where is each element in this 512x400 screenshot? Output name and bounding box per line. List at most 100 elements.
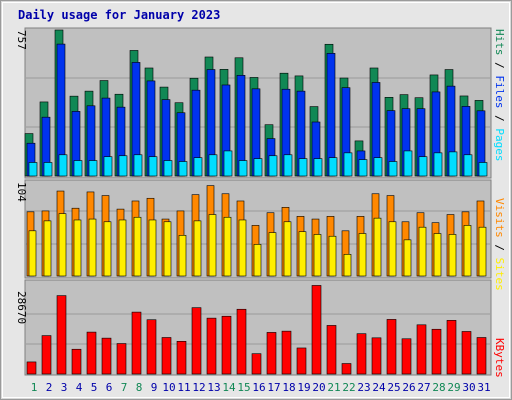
legend-pages: Pages bbox=[493, 128, 506, 161]
pages-bar bbox=[418, 156, 428, 177]
day-label: 5 bbox=[91, 381, 98, 394]
pages-bar bbox=[313, 158, 323, 177]
kbytes-max-label: 28670 bbox=[15, 291, 28, 324]
day-label: 31 bbox=[477, 381, 490, 394]
visits-max-label: 104 bbox=[15, 182, 28, 202]
sites-bar bbox=[163, 221, 172, 277]
legend-visits-sites: Visits / Sites bbox=[493, 198, 506, 291]
day-label: 6 bbox=[106, 381, 113, 394]
pages-bar bbox=[28, 162, 38, 177]
kbytes-bar bbox=[326, 325, 337, 375]
day-label: 13 bbox=[207, 381, 220, 394]
pages-bar bbox=[388, 161, 398, 177]
sites-bar bbox=[373, 217, 382, 277]
kbytes-bar bbox=[446, 320, 457, 375]
chart-title: Daily usage for January 2023 bbox=[18, 8, 220, 22]
sites-bar bbox=[43, 220, 52, 277]
day-label: 15 bbox=[237, 381, 250, 394]
pages-bar bbox=[88, 160, 98, 177]
day-label: 21 bbox=[327, 381, 340, 394]
pages-bar bbox=[463, 154, 473, 177]
kbytes-bar bbox=[266, 332, 277, 375]
pages-bar bbox=[178, 161, 188, 177]
pages-bar bbox=[238, 160, 248, 177]
sites-bar bbox=[478, 226, 487, 277]
kbytes-bar bbox=[176, 341, 187, 375]
day-label: 8 bbox=[136, 381, 143, 394]
day-label: 14 bbox=[222, 381, 236, 394]
kbytes-bar bbox=[281, 330, 292, 375]
pages-bar bbox=[148, 156, 158, 177]
pages-bar bbox=[133, 154, 143, 177]
pages-bar bbox=[73, 160, 83, 177]
sites-bar bbox=[328, 235, 337, 277]
legend-sep-2: / bbox=[493, 109, 506, 129]
sites-bar bbox=[58, 213, 67, 277]
pages-bar bbox=[268, 155, 278, 177]
day-label: 18 bbox=[282, 381, 295, 394]
kbytes-bar bbox=[431, 328, 442, 375]
kbytes-bar bbox=[191, 307, 202, 375]
kbytes-bar bbox=[26, 361, 37, 375]
pages-bar bbox=[328, 157, 338, 177]
day-label: 1 bbox=[31, 381, 38, 394]
sites-bar bbox=[238, 219, 247, 277]
sites-bar bbox=[73, 219, 82, 277]
pages-bar bbox=[118, 155, 128, 177]
kbytes-bar bbox=[41, 335, 52, 375]
legend-sep-1: / bbox=[493, 56, 506, 76]
day-label: 24 bbox=[372, 381, 386, 394]
kbytes-bar bbox=[71, 348, 82, 375]
pages-bar bbox=[103, 156, 113, 177]
sites-bar bbox=[418, 226, 427, 277]
kbytes-bar bbox=[296, 347, 307, 375]
kbytes-bars bbox=[26, 285, 487, 375]
sites-bar bbox=[253, 244, 262, 277]
sites-bar bbox=[193, 220, 202, 277]
day-label: 23 bbox=[357, 381, 370, 394]
pages-bar bbox=[403, 150, 413, 177]
day-label: 12 bbox=[192, 381, 205, 394]
pages-bar bbox=[43, 162, 53, 177]
pages-bar bbox=[358, 159, 368, 177]
kbytes-bar bbox=[161, 337, 172, 375]
day-label: 11 bbox=[177, 381, 190, 394]
sites-bar bbox=[433, 233, 442, 277]
hits-max-label: 757 bbox=[15, 30, 28, 50]
day-labels: 1 2 3 4 5 6 7 8 9 10 11 12 13 14 15 16 17 18 19 20 21 22 23 24 2… bbox=[31, 381, 491, 394]
kbytes-bar bbox=[131, 311, 142, 375]
sites-bar bbox=[133, 216, 142, 277]
sites-bar bbox=[448, 234, 457, 277]
kbytes-bar bbox=[416, 324, 427, 375]
kbytes-bar bbox=[206, 317, 217, 375]
legend-files: Files bbox=[493, 75, 506, 108]
sites-bar bbox=[343, 254, 352, 277]
day-label: 22 bbox=[342, 381, 355, 394]
kbytes-bar bbox=[401, 338, 412, 375]
kbytes-bar bbox=[476, 337, 487, 375]
pages-bar bbox=[58, 154, 68, 177]
kbytes-bar bbox=[386, 319, 397, 375]
pages-bar bbox=[163, 160, 173, 177]
kbytes-bar bbox=[371, 337, 382, 375]
day-label: 17 bbox=[267, 381, 280, 394]
kbytes-bar bbox=[461, 331, 472, 375]
legend-hits: Hits bbox=[493, 29, 506, 56]
day-label: 4 bbox=[76, 381, 83, 394]
kbytes-bar bbox=[101, 337, 112, 375]
pages-bar bbox=[223, 150, 233, 177]
sites-bar bbox=[313, 234, 322, 277]
pages-bar bbox=[208, 154, 218, 177]
day-label: 9 bbox=[151, 381, 158, 394]
day-label: 27 bbox=[417, 381, 430, 394]
kbytes-bar bbox=[356, 333, 367, 375]
day-label: 3 bbox=[61, 381, 68, 394]
day-label: 26 bbox=[402, 381, 415, 394]
sites-bar bbox=[268, 232, 277, 277]
legend-sep-3: / bbox=[493, 238, 506, 258]
pages-bar bbox=[298, 158, 308, 177]
sites-bar bbox=[148, 219, 157, 277]
day-label: 20 bbox=[312, 381, 325, 394]
day-label: 29 bbox=[447, 381, 460, 394]
